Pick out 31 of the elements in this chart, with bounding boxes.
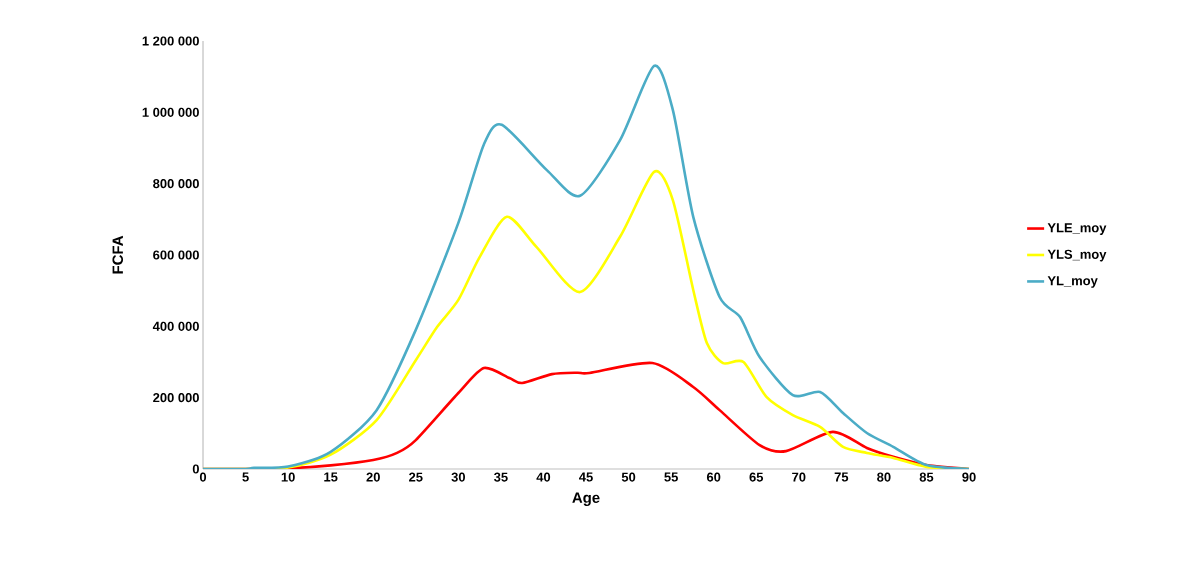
x-tick-label: 35 [493,472,508,482]
y-tick-label: 0 [192,464,199,474]
y-axis-title: FCFA [112,235,124,274]
legend-label: YL_moy [1047,276,1098,288]
y-tick-label: 800 000 [153,179,199,189]
legend-label: YLS_moy [1047,249,1107,262]
x-tick-label: 80 [877,472,891,482]
x-tick-label: 70 [792,472,806,482]
x-tick-label: 50 [621,472,636,482]
x-tick-label: 60 [706,472,721,482]
y-tick-label: 1 200 000 [142,36,199,46]
x-tick-label: 30 [451,472,466,482]
x-tick-label: 40 [536,472,551,482]
x-tick-label: 0 [199,472,207,482]
x-axis-title: Age [572,492,600,506]
y-tick-label: 1 000 000 [142,107,199,117]
x-tick-label: 45 [579,472,593,482]
y-tick-label: 400 000 [152,321,199,331]
legend-label: YLE_moy [1047,223,1107,235]
x-tick-label: 65 [749,472,764,482]
x-tick-label: 55 [664,472,678,482]
x-tick-label: 25 [409,472,423,482]
x-tick-label: 10 [281,472,295,482]
y-tick-label: 200 000 [153,393,199,403]
x-tick-label: 5 [242,472,249,482]
x-tick-label: 90 [962,472,976,482]
x-tick-label: 15 [324,472,338,482]
x-tick-label: 20 [366,472,380,482]
x-tick-label: 75 [834,472,849,482]
x-tick-label: 85 [919,472,934,482]
y-tick-label: 600 000 [153,250,199,260]
